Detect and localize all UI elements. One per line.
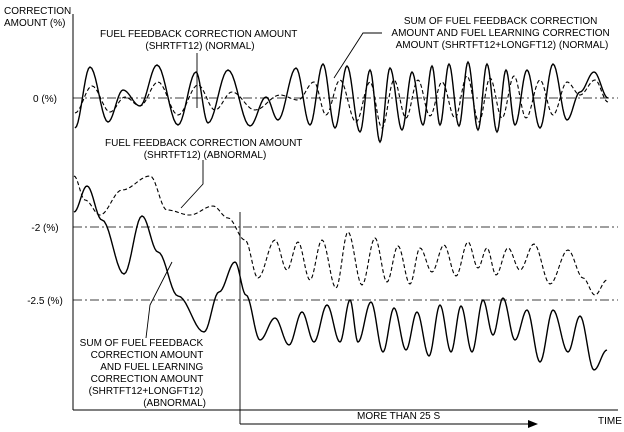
y-axis-title-line2: AMOUNT (%)	[4, 18, 65, 29]
sum-normal-waveform	[74, 60, 609, 144]
shrtft12-abnormal-waveform	[73, 175, 608, 296]
sum-abnormal-waveform	[73, 185, 608, 371]
ref-label-neg25: -2.5 (%)	[27, 296, 63, 307]
label-sum-abnormal: SUM OF FUEL FEEDBACK CORRECTION AMOUNT A…	[80, 338, 206, 409]
leader-shrt-abnormal	[180, 160, 204, 209]
shrtft12-normal-waveform	[74, 75, 609, 129]
label-shrt-normal: FUEL FEEDBACK CORRECTION AMOUNT (SHRTFT1…	[100, 29, 300, 52]
label-shrt-abnormal: FUEL FEEDBACK CORRECTION AMOUNT (SHRTFT1…	[105, 138, 305, 161]
leader-sum-normal	[333, 32, 382, 79]
x-axis-title: TIME	[598, 416, 622, 427]
leader-sum-abnormal	[145, 261, 173, 339]
duration-label: MORE THAN 25 S	[357, 411, 440, 422]
label-sum-normal: SUM OF FUEL FEEDBACK CORRECTION AMOUNT A…	[391, 16, 612, 51]
y-axis-title-line1: CORRECTION	[4, 6, 71, 17]
ref-label-neg2: -2 (%)	[31, 223, 58, 234]
ref-label-0: 0 (%)	[33, 94, 57, 105]
